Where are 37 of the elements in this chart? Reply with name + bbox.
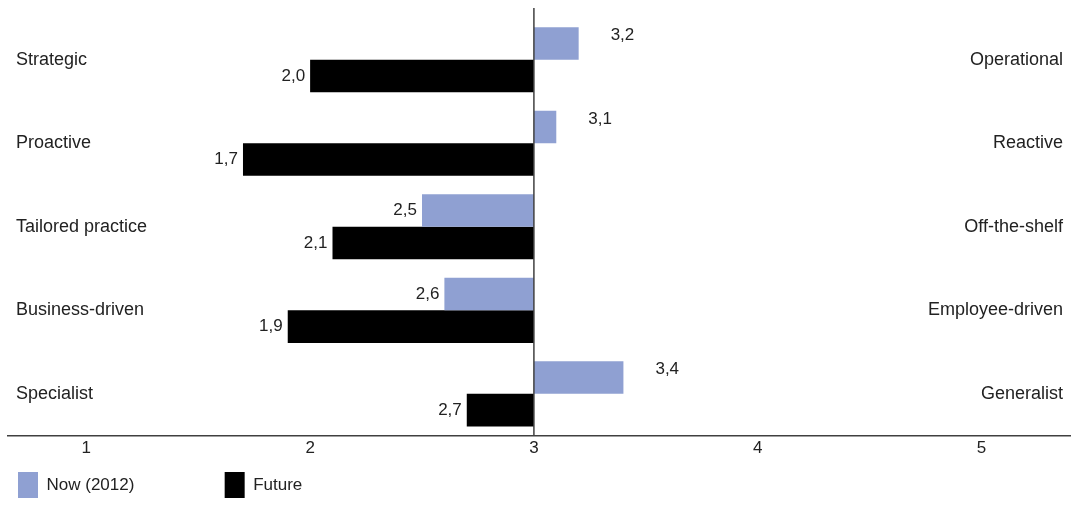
x-tick-label: 1	[81, 438, 92, 458]
bar	[533, 27, 579, 60]
bar	[533, 110, 557, 144]
legend-label: Future	[253, 474, 383, 494]
data-label: 3,4	[655, 359, 680, 379]
data-label: 2,7	[438, 399, 462, 419]
bar	[332, 226, 534, 260]
y-tick-label: Business-driven	[16, 299, 145, 320]
y-tick-label: Proactive	[16, 132, 92, 153]
data-label: 1,9	[259, 316, 283, 336]
data-label: 2,1	[303, 232, 328, 252]
x-tick-label: 3	[529, 438, 539, 458]
x-tick-label: 4	[752, 438, 763, 458]
bar	[287, 310, 534, 343]
legend-label: Now (2012)	[46, 474, 215, 494]
y-tick-label: Specialist	[16, 382, 94, 403]
data-label: 2,6	[415, 283, 440, 303]
y-tick-label: Strategic	[16, 48, 88, 69]
x-tick-label: 2	[305, 438, 315, 458]
data-label: 1,7	[214, 149, 238, 169]
annotation: Generalist	[980, 382, 1063, 403]
bar	[466, 393, 534, 427]
annotation: Operational	[969, 48, 1063, 69]
bar	[242, 143, 534, 176]
x-tick-label: 5	[976, 438, 987, 458]
data-label: 3,1	[588, 108, 612, 128]
bar	[422, 194, 534, 227]
annotation: Off-the-shelf	[964, 215, 1064, 236]
y-tick-label: Tailored practice	[16, 215, 148, 236]
bar	[310, 59, 534, 93]
data-label: 2,5	[393, 200, 418, 220]
data-label: 3,2	[610, 25, 635, 45]
annotation: Employee-driven	[927, 299, 1063, 320]
bar	[533, 361, 624, 394]
data-label: 2,0	[281, 65, 306, 85]
annotation: Reactive	[992, 132, 1063, 153]
bar	[444, 277, 534, 311]
